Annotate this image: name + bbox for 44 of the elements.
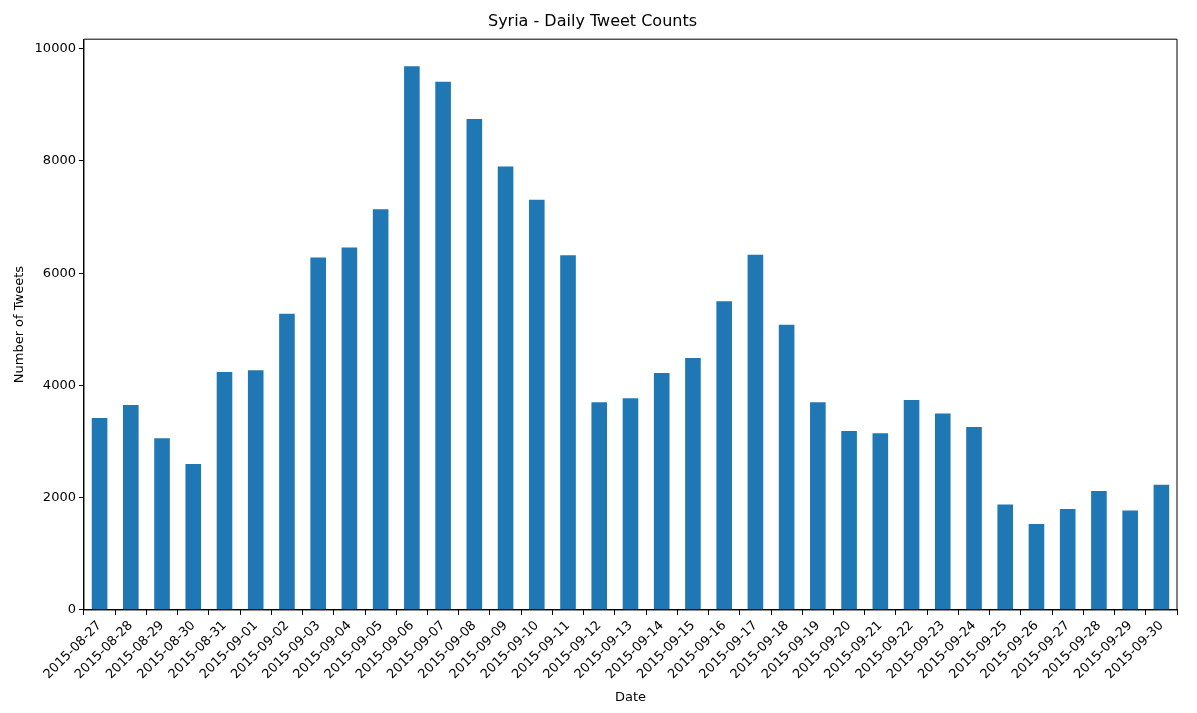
bar [841,430,857,610]
bar [1153,484,1170,610]
bar [122,405,139,610]
bar [903,400,920,610]
bar [685,357,701,610]
bar [341,247,358,610]
y-tick-label: 6000 [42,264,76,280]
bar [91,418,108,610]
y-tick-label: 2000 [42,489,76,505]
bar [778,324,795,610]
bar [154,438,170,610]
chart-title: Syria - Daily Tweet Counts [487,10,698,30]
bar [372,209,389,610]
y-tick-label: 8000 [42,152,76,168]
bar [591,402,608,610]
bar [279,313,295,610]
y-axis-title: Number of Tweets [11,265,27,384]
bar [810,402,826,610]
bar [716,301,732,610]
bar [1122,510,1138,610]
bar [466,118,483,610]
bar [997,504,1014,610]
bar [653,373,670,610]
bar [310,257,326,610]
bar [966,426,982,610]
y-tick-label: 4000 [42,376,76,392]
bar [1059,508,1076,610]
y-tick-label: 10000 [34,40,76,56]
bar [247,370,264,610]
bar [872,433,889,610]
bar [747,254,764,610]
bar [497,166,514,610]
bar [528,199,545,610]
bar [435,81,451,610]
bar [622,398,639,610]
bar [1028,524,1045,610]
bar [1091,490,1107,610]
bar [216,372,233,610]
bar [185,464,202,610]
bar [404,66,420,610]
y-tick-label: 0 [67,601,76,617]
bar [934,413,951,610]
x-axis-title: Date [614,688,647,704]
bar [560,255,576,610]
